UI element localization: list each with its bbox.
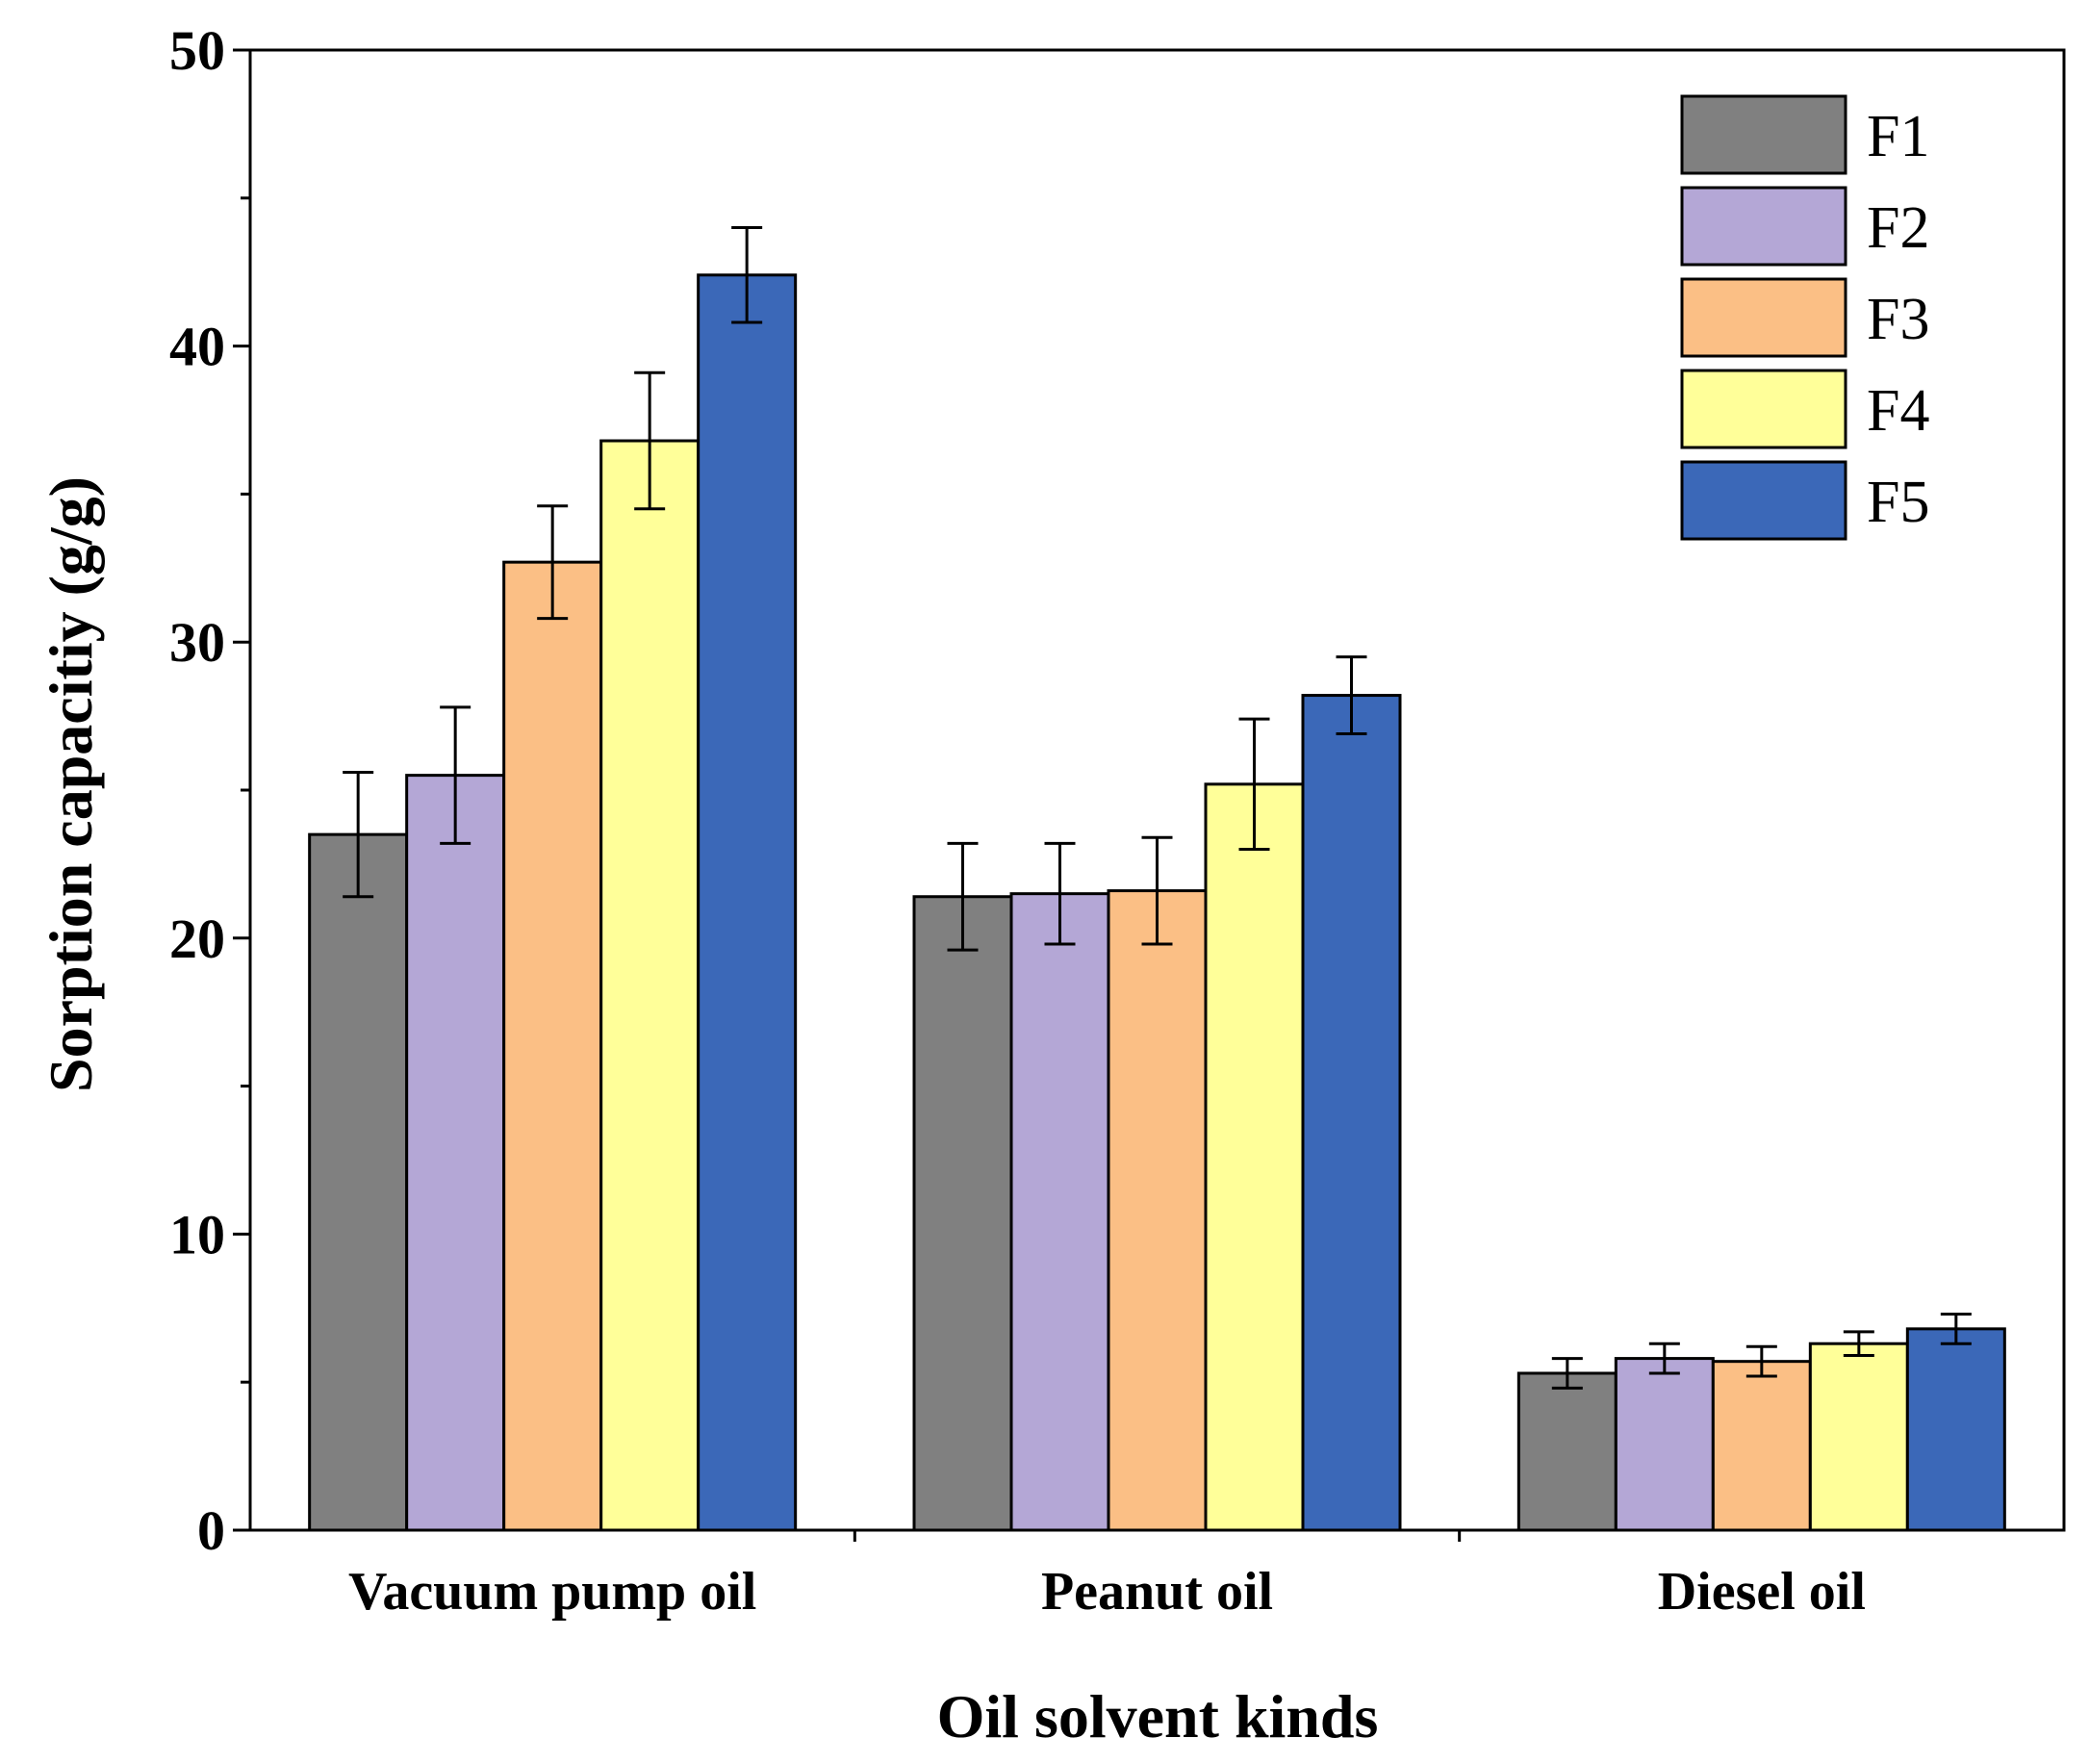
legend-swatch-f2 <box>1680 186 1847 267</box>
y-tick-label-50: 50 <box>169 19 225 82</box>
y-tick-label-20: 20 <box>169 908 225 970</box>
bar-f1-3 <box>1516 1371 1618 1532</box>
legend-label-f1: F1 <box>1867 104 1929 169</box>
bar-f3-3 <box>1711 1360 1812 1532</box>
bar-f4-3 <box>1808 1342 1909 1532</box>
x-axis-label: Oil solvent kinds <box>937 1682 1379 1751</box>
legend: F1 F2 F3 F4 F5 <box>1680 94 1929 541</box>
bar-f5-1 <box>697 273 798 1532</box>
y-tick-label-10: 10 <box>169 1203 225 1265</box>
x-tick-label-1: Vacuum pump oil <box>348 1562 756 1622</box>
y-tick-label-30: 30 <box>169 611 225 674</box>
legend-swatch-f3 <box>1680 277 1847 358</box>
bar-f2-2 <box>1009 892 1110 1532</box>
bar-f2-1 <box>405 774 506 1532</box>
axes: Vacuum pump oil Peanut oil Diesel oil 0 10 20… <box>169 19 2066 1622</box>
bar-f3-2 <box>1107 889 1208 1532</box>
bar-f5-3 <box>1905 1327 2006 1532</box>
bar-f5-2 <box>1301 694 1402 1532</box>
legend-swatch-f1 <box>1680 94 1847 175</box>
bar-f1-1 <box>308 832 409 1532</box>
legend-label-f3: F3 <box>1867 287 1929 352</box>
y-tick-label-40: 40 <box>169 316 225 378</box>
bar-f4-1 <box>599 439 701 1532</box>
legend-swatch-f5 <box>1680 460 1847 541</box>
legend-label-f4: F4 <box>1867 378 1929 444</box>
y-tick-label-0: 0 <box>197 1499 225 1562</box>
legend-swatch-f4 <box>1680 369 1847 449</box>
bar-f1-2 <box>912 895 1013 1532</box>
legend-label-f5: F5 <box>1867 470 1929 535</box>
bar-f2-3 <box>1614 1357 1715 1532</box>
x-tick-label-3: Diesel oil <box>1658 1562 1866 1622</box>
bar-f3-1 <box>502 560 603 1532</box>
x-tick-label-2: Peanut oil <box>1041 1562 1273 1622</box>
y-axis-label: Sorption capacitiy (g/g) <box>37 476 105 1092</box>
legend-label-f2: F2 <box>1867 195 1929 261</box>
bar-f4-2 <box>1204 782 1305 1532</box>
plot-area <box>308 226 2006 1532</box>
